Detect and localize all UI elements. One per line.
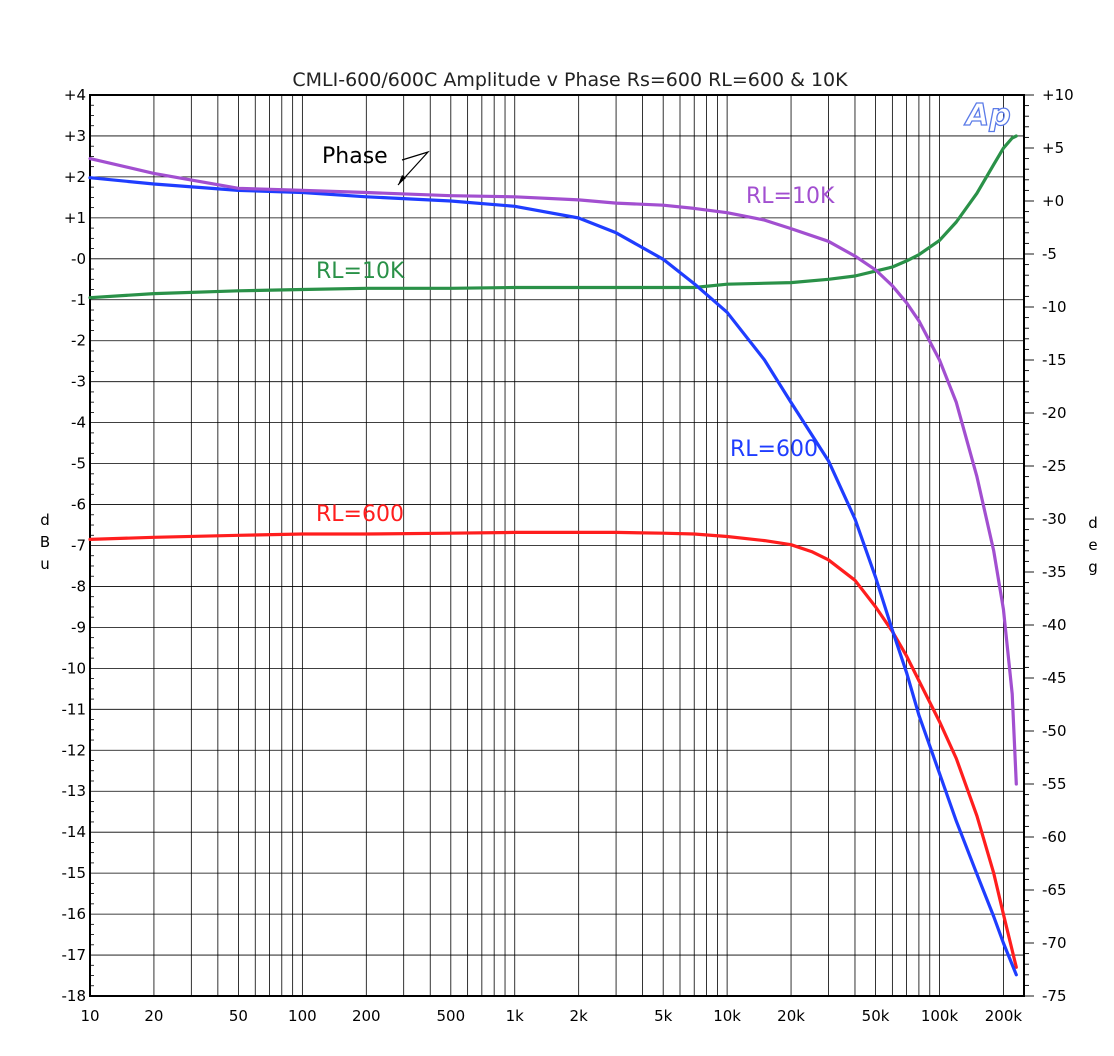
right-y-axis: +10 +5 +0 -5 -10 -15 -20 -25 -30 -35 -40 -45 -50 -55 -…	[1024, 86, 1074, 1005]
y-left-tick-label: +3	[64, 127, 86, 145]
y-right-tick-label: -55	[1042, 775, 1067, 793]
left-y-axis: +4 +3 +2 +1 -0 -1 -2 -3 -4 -5 -6 -7 -8 -9 -10 -11 -12 -13…	[62, 86, 94, 1005]
y-left-tick-label: -0	[71, 250, 86, 268]
x-tick-label: 20k	[777, 1007, 805, 1025]
annotation-rl600-amplitude: RL=600	[316, 502, 404, 527]
series-line-phase-rl-600	[88, 176, 1018, 977]
y-right-tick-label: +10	[1042, 86, 1074, 104]
y-left-tick-label: -3	[71, 373, 86, 391]
x-tick-label: 2k	[570, 1007, 589, 1025]
y-right-tick-label: -20	[1042, 404, 1067, 422]
phase-pointer	[397, 150, 430, 186]
y-right-tick-label: -50	[1042, 722, 1067, 740]
x-tick-label: 100k	[921, 1007, 959, 1025]
y-left-tick-label: -2	[71, 332, 86, 350]
y-right-tick-label: +0	[1042, 192, 1064, 210]
y-left-tick-label: -10	[62, 659, 87, 677]
y-left-tick-label: -17	[62, 946, 87, 964]
y-right-tick-label: -30	[1042, 510, 1067, 528]
x-tick-label: 1k	[506, 1007, 525, 1025]
y-left-tick-label: -8	[71, 577, 86, 595]
grid	[89, 94, 1024, 997]
series-line-rl-10k	[88, 134, 1018, 300]
y-right-tick-label: -15	[1042, 351, 1067, 369]
y-left-tick-label: -16	[62, 905, 87, 923]
y-right-tick-label: +5	[1042, 139, 1064, 157]
x-tick-label: 100	[288, 1007, 317, 1025]
y-right-tick-label: -10	[1042, 298, 1067, 316]
y-left-tick-label: -6	[71, 496, 86, 514]
y-left-tick-label: -11	[62, 700, 87, 718]
y-left-tick-label: +1	[64, 209, 86, 227]
x-tick-label: 200k	[985, 1007, 1023, 1025]
y-left-tick-label: -1	[71, 291, 86, 309]
plot-frame	[89, 94, 1025, 997]
annotation-rl10k-phase: RL=10K	[746, 184, 835, 209]
y-left-tick-label: -12	[62, 741, 87, 759]
y-right-tick-label: -65	[1042, 881, 1067, 899]
y-right-tick-label: -35	[1042, 563, 1067, 581]
y-right-tick-label: -70	[1042, 934, 1067, 952]
y-left-tick-label: -18	[62, 987, 87, 1005]
y-left-tick-label: +2	[64, 168, 86, 186]
y-left-tick-label: -7	[71, 537, 86, 555]
x-tick-label: 500	[436, 1007, 465, 1025]
annotation-rl10k-amplitude: RL=10K	[316, 259, 405, 284]
series-line-rl-600	[88, 530, 1018, 969]
x-tick-label: 50	[229, 1007, 248, 1025]
series-line-phase-rl-10k	[88, 157, 1018, 786]
y-right-tick-label: -25	[1042, 457, 1067, 475]
y-left-tick-label: -14	[62, 823, 87, 841]
phase-pointer-arrowhead	[398, 175, 406, 185]
y-left-tick-label: -9	[71, 618, 86, 636]
annotation-rl600-phase: RL=600	[730, 437, 818, 462]
y-right-tick-label: -45	[1042, 669, 1067, 687]
x-tick-label: 10	[80, 1007, 99, 1025]
x-tick-label: 20	[144, 1007, 163, 1025]
ap-logo: Ap	[964, 98, 1011, 133]
y-right-tick-label: -75	[1042, 987, 1067, 1005]
y-left-tick-label: -4	[71, 414, 86, 432]
x-tick-label: 200	[352, 1007, 381, 1025]
y-left-tick-label: -13	[62, 782, 87, 800]
y-right-tick-label: -5	[1042, 245, 1057, 263]
x-axis: 10 20 50 100 200 500 1k 2k 5k 10k 20k 50k 100k 200k	[80, 1007, 1022, 1025]
annotation-phase: Phase	[322, 144, 388, 169]
x-tick-label: 10k	[713, 1007, 741, 1025]
series-lines	[88, 134, 1018, 977]
y-left-tick-label: +4	[64, 86, 86, 104]
y-right-tick-label: -40	[1042, 616, 1067, 634]
x-tick-label: 5k	[654, 1007, 673, 1025]
y-left-tick-label: -15	[62, 864, 87, 882]
chart-title: CMLI-600/600C Amplitude v Phase Rs=600 R…	[292, 69, 848, 91]
x-tick-label: 50k	[862, 1007, 890, 1025]
y-left-tick-label: -5	[71, 455, 86, 473]
y-right-tick-label: -60	[1042, 828, 1067, 846]
